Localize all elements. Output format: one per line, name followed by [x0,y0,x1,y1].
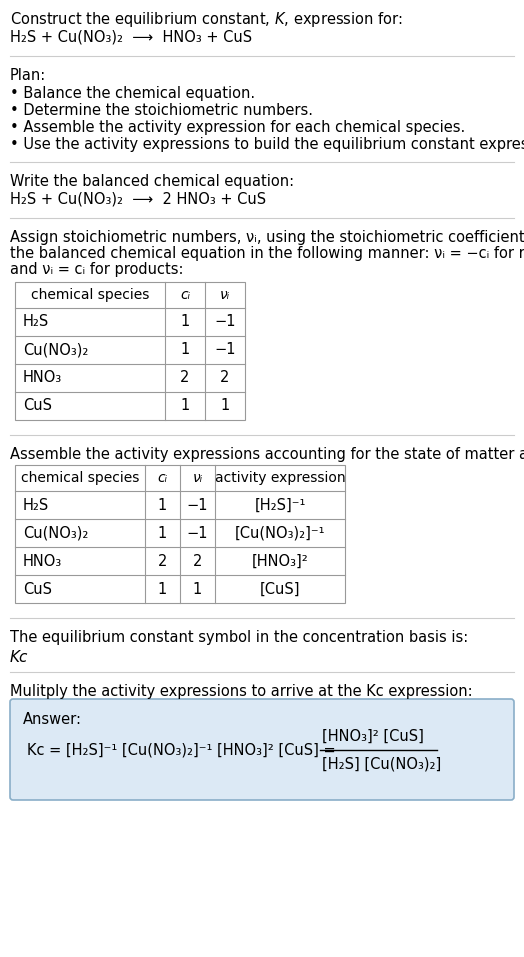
Text: CuS: CuS [23,398,52,413]
Text: −1: −1 [187,498,208,513]
Text: [CuS]: [CuS] [260,582,300,596]
Text: 1: 1 [180,315,190,329]
Text: cᵢ: cᵢ [157,471,168,485]
Text: activity expression: activity expression [215,471,345,485]
Text: Kᴄ = [H₂S]⁻¹ [Cu(NO₃)₂]⁻¹ [HNO₃]² [CuS] =: Kᴄ = [H₂S]⁻¹ [Cu(NO₃)₂]⁻¹ [HNO₃]² [CuS] … [27,743,336,758]
Text: HNO₃: HNO₃ [23,553,62,568]
Text: • Determine the stoichiometric numbers.: • Determine the stoichiometric numbers. [10,103,313,118]
Text: The equilibrium constant symbol in the concentration basis is:: The equilibrium constant symbol in the c… [10,630,468,645]
Bar [15,465,345,603]
Text: [H₂S]⁻¹: [H₂S]⁻¹ [254,498,305,513]
Text: Mulitply the activity expressions to arrive at the Kᴄ expression:: Mulitply the activity expressions to arr… [10,684,473,699]
Text: [HNO₃]²: [HNO₃]² [252,553,309,568]
Text: Assemble the activity expressions accounting for the state of matter and νᵢ:: Assemble the activity expressions accoun… [10,447,524,462]
Text: −1: −1 [214,315,236,329]
Text: −1: −1 [187,525,208,541]
Text: 1: 1 [158,582,167,596]
Text: Kᴄ: Kᴄ [10,650,28,665]
Text: Cu(NO₃)₂: Cu(NO₃)₂ [23,525,89,541]
Text: 2: 2 [180,370,190,386]
Text: and νᵢ = cᵢ for products:: and νᵢ = cᵢ for products: [10,262,183,277]
Text: • Balance the chemical equation.: • Balance the chemical equation. [10,86,255,101]
Text: 1: 1 [158,525,167,541]
Text: HNO₃: HNO₃ [23,370,62,386]
Text: the balanced chemical equation in the following manner: νᵢ = −cᵢ for reactants: the balanced chemical equation in the fo… [10,246,524,261]
Text: H₂S: H₂S [23,498,49,513]
Text: 2: 2 [193,553,202,568]
Text: CuS: CuS [23,582,52,596]
Text: Cu(NO₃)₂: Cu(NO₃)₂ [23,343,89,358]
Text: νᵢ: νᵢ [192,471,203,485]
Text: cᵢ: cᵢ [180,288,190,302]
Text: • Assemble the activity expression for each chemical species.: • Assemble the activity expression for e… [10,120,465,135]
Text: Assign stoichiometric numbers, νᵢ, using the stoichiometric coefficients, cᵢ, fr: Assign stoichiometric numbers, νᵢ, using… [10,230,524,245]
Text: 1: 1 [158,498,167,513]
Text: chemical species: chemical species [31,288,149,302]
Text: 1: 1 [193,582,202,596]
Text: [Cu(NO₃)₂]⁻¹: [Cu(NO₃)₂]⁻¹ [235,525,325,541]
Text: Answer:: Answer: [23,712,82,727]
Text: νᵢ: νᵢ [220,288,230,302]
Text: Construct the equilibrium constant, $K$, expression for:: Construct the equilibrium constant, $K$,… [10,10,402,29]
Text: 1: 1 [180,398,190,413]
Text: • Use the activity expressions to build the equilibrium constant expression.: • Use the activity expressions to build … [10,137,524,152]
Text: Write the balanced chemical equation:: Write the balanced chemical equation: [10,174,294,189]
Text: 1: 1 [180,343,190,358]
Text: Plan:: Plan: [10,68,46,83]
Text: H₂S: H₂S [23,315,49,329]
Text: 2: 2 [220,370,230,386]
Text: −1: −1 [214,343,236,358]
Text: [H₂S] [Cu(NO₃)₂]: [H₂S] [Cu(NO₃)₂] [322,756,441,771]
Text: [HNO₃]² [CuS]: [HNO₃]² [CuS] [322,728,424,744]
Text: 2: 2 [158,553,167,568]
Text: chemical species: chemical species [21,471,139,485]
Bar [15,282,245,420]
Text: H₂S + Cu(NO₃)₂  ⟶  2 HNO₃ + CuS: H₂S + Cu(NO₃)₂ ⟶ 2 HNO₃ + CuS [10,192,266,207]
Text: H₂S + Cu(NO₃)₂  ⟶  HNO₃ + CuS: H₂S + Cu(NO₃)₂ ⟶ HNO₃ + CuS [10,30,252,45]
Text: 1: 1 [221,398,230,413]
FancyBboxPatch shape [10,699,514,800]
